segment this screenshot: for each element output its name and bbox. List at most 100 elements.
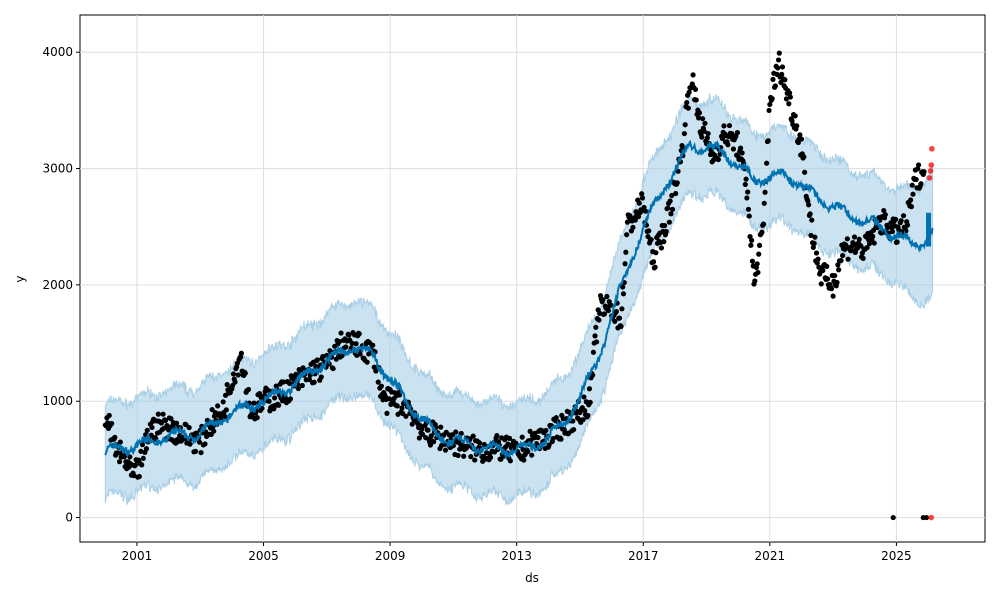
observed-point <box>346 332 352 338</box>
observed-point <box>139 462 145 468</box>
observed-point <box>399 405 405 411</box>
observed-point <box>431 439 437 445</box>
observed-point <box>461 453 467 459</box>
observed-point <box>409 421 415 427</box>
observed-point <box>669 192 675 199</box>
observed-point <box>121 454 127 460</box>
observed-point <box>766 107 772 114</box>
observed-point <box>592 333 598 339</box>
observed-point <box>616 315 623 321</box>
observed-point <box>726 122 733 129</box>
observed-point <box>587 399 593 405</box>
observed-point <box>835 262 841 268</box>
observed-point <box>627 213 633 219</box>
observed-point <box>756 242 763 248</box>
observed-point <box>729 131 735 137</box>
observed-point <box>619 306 625 312</box>
observed-point <box>220 399 226 405</box>
observed-point <box>908 204 915 210</box>
observed-point <box>546 442 552 448</box>
observed-point <box>890 514 896 521</box>
observed-point <box>506 435 513 441</box>
observed-point <box>834 279 840 286</box>
observed-point <box>416 435 422 441</box>
observed-point <box>394 403 400 409</box>
observed-point <box>918 181 924 187</box>
observed-point <box>235 372 241 378</box>
observed-point <box>427 442 434 448</box>
observed-point <box>858 243 864 249</box>
observed-point <box>745 189 751 195</box>
observed-point <box>639 191 645 197</box>
observed-point <box>639 195 646 201</box>
observed-point <box>330 365 336 372</box>
observed-point <box>356 331 362 337</box>
observed-point <box>543 427 549 434</box>
observed-point <box>571 426 577 433</box>
observed-point <box>776 50 782 56</box>
observed-point <box>824 276 831 282</box>
observed-point <box>521 457 527 463</box>
observed-point <box>779 71 785 77</box>
observed-point <box>275 402 282 408</box>
observed-point <box>779 64 786 70</box>
observed-point <box>801 154 807 160</box>
observed-point <box>909 182 915 188</box>
observed-point <box>131 472 137 479</box>
observed-point <box>251 400 257 406</box>
observed-point <box>910 191 916 197</box>
observed-point <box>686 89 692 95</box>
observed-point <box>116 459 123 465</box>
observed-point <box>809 217 815 223</box>
observed-point <box>338 330 344 336</box>
observed-point <box>585 412 591 419</box>
observed-point <box>696 110 703 116</box>
observed-point <box>357 351 363 357</box>
observed-point <box>807 211 813 217</box>
observed-point <box>653 250 659 256</box>
observed-point <box>428 433 434 439</box>
observed-point <box>824 263 830 270</box>
observed-point <box>775 65 781 71</box>
observed-point <box>527 428 533 434</box>
observed-point <box>798 136 805 142</box>
observed-point <box>596 317 602 323</box>
observed-point <box>744 195 750 201</box>
observed-point <box>882 212 888 218</box>
observed-point <box>681 130 687 137</box>
observed-point <box>553 415 559 421</box>
observed-point <box>904 222 911 228</box>
observed-point <box>885 225 891 231</box>
observed-point <box>772 83 778 89</box>
observed-point <box>586 386 593 392</box>
observed-point <box>384 410 390 416</box>
observed-point <box>881 207 887 214</box>
observed-point <box>519 434 525 440</box>
observed-point <box>211 428 217 434</box>
observed-point <box>915 166 921 172</box>
observed-point <box>558 436 564 442</box>
observed-point <box>844 236 850 242</box>
forecast-yhat <box>926 212 932 247</box>
observed-point <box>845 256 851 262</box>
observed-point <box>403 413 409 419</box>
observed-point <box>864 245 870 251</box>
observed-point <box>828 286 835 292</box>
observed-point <box>620 284 626 290</box>
observed-point <box>715 156 722 163</box>
observed-point <box>593 339 600 345</box>
observed-point <box>889 228 896 235</box>
future-actual-point <box>928 514 935 521</box>
observed-point <box>143 446 150 452</box>
x-tick-label: 2005 <box>248 549 279 563</box>
observed-point <box>810 244 816 250</box>
observed-point <box>140 455 146 462</box>
observed-point <box>646 228 652 234</box>
observed-point <box>604 293 610 300</box>
observed-point <box>582 408 588 414</box>
observed-point <box>353 341 359 347</box>
observed-point <box>690 72 696 78</box>
observed-point <box>632 217 638 223</box>
observed-point <box>112 434 118 440</box>
observed-point <box>787 90 793 96</box>
